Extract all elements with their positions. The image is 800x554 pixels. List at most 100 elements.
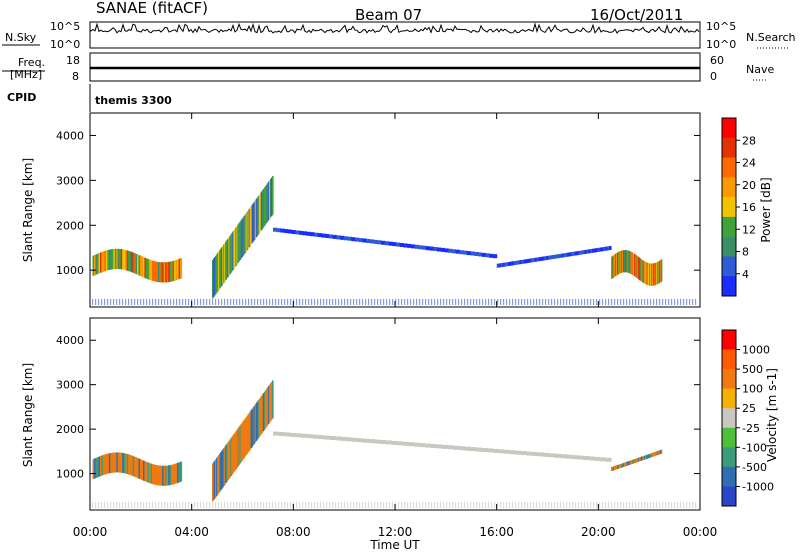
freq-tick-bottom: 8 xyxy=(72,70,79,83)
vel-plot-noise xyxy=(314,502,316,508)
vel-plot-noise xyxy=(674,502,676,508)
vel-plot-cell xyxy=(219,453,221,492)
vel-plot-noise xyxy=(362,502,364,508)
power-plot-noise xyxy=(653,299,655,305)
vel-plot-cell xyxy=(645,455,648,459)
power-plot-noise xyxy=(536,299,538,305)
power-plot-cell xyxy=(576,251,580,256)
power-plot-noise xyxy=(671,299,673,305)
power-plot-noise xyxy=(479,299,481,305)
vel-plot-noise xyxy=(335,502,337,508)
power-plot-cell xyxy=(262,188,265,228)
vel-plot-noise xyxy=(221,502,223,508)
vel-plot-noise xyxy=(476,502,478,508)
power-plot-cell xyxy=(433,247,438,251)
vel-plot-noise xyxy=(368,502,370,508)
power-plot-cell xyxy=(611,256,614,279)
colorbar-tick: -100 xyxy=(742,441,767,454)
power-plot-cell xyxy=(230,234,232,273)
vel-plot-cell xyxy=(175,463,178,484)
power-plot-cell xyxy=(172,260,175,281)
power-plot-noise xyxy=(311,299,313,305)
power-plot-cell xyxy=(628,251,631,274)
power-plot-noise xyxy=(323,299,325,305)
vel-plot-noise xyxy=(428,502,430,508)
nsky-tick-bottom: 10^0 xyxy=(50,38,80,51)
power-plot-noise xyxy=(389,299,391,305)
power-plot-cell xyxy=(621,250,623,273)
power-plot-cell xyxy=(163,262,166,283)
nsearch-tick-top: 10^5 xyxy=(706,20,736,33)
vel-plot-cell xyxy=(143,460,146,481)
vel-plot-noise xyxy=(443,502,445,508)
power-plot-noise xyxy=(266,299,268,305)
vel-plot-noise xyxy=(374,502,376,508)
power-plot-cell xyxy=(229,235,231,275)
vel-plot-cell xyxy=(218,455,220,493)
vel-plot-cell xyxy=(622,463,625,467)
vel-plot-noise xyxy=(677,502,679,508)
power-plot-cell xyxy=(451,249,457,254)
power-plot-cell xyxy=(157,262,160,283)
vel-plot-cell xyxy=(97,457,100,478)
vel-plot-noise xyxy=(560,502,562,508)
vel-plot-cell xyxy=(582,456,590,460)
power-plot-noise xyxy=(425,299,427,305)
vel-plot-cell xyxy=(245,417,248,455)
vel-plot-noise xyxy=(338,502,340,508)
vel-plot-noise xyxy=(284,502,286,508)
vel-plot-noise xyxy=(212,502,214,508)
power-plot-cell xyxy=(605,246,608,251)
power-plot-cell xyxy=(641,259,643,282)
x-tick-label: 04:00 xyxy=(174,525,209,539)
power-plot-noise xyxy=(332,299,334,305)
vel-plot-cell xyxy=(634,458,637,463)
vel-plot-noise xyxy=(665,502,667,508)
vel-plot-cell xyxy=(272,380,274,419)
power-plot-noise xyxy=(212,299,214,305)
vel-plot-cell xyxy=(447,445,454,450)
power-plot-noise xyxy=(221,299,223,305)
power-plot-cell xyxy=(643,260,645,284)
vel-plot-noise xyxy=(587,502,589,508)
power-plot-noise xyxy=(599,299,601,305)
vel-plot-noise xyxy=(317,502,319,508)
power-plot-cell xyxy=(244,214,247,253)
vel-plot-noise xyxy=(680,502,682,508)
vel-plot-noise xyxy=(242,502,244,508)
power-plot-cell xyxy=(216,254,218,293)
power-plot-cell xyxy=(392,242,397,247)
vel-plot-cell xyxy=(169,465,172,485)
vel-plot-cell xyxy=(640,456,643,461)
vel-plot-cell xyxy=(526,451,533,456)
power-plot-cell xyxy=(650,263,652,286)
vel-plot-noise xyxy=(209,502,211,508)
vel-plot-noise xyxy=(227,502,229,508)
power-plot-noise xyxy=(299,299,301,305)
power-plot-noise xyxy=(569,299,571,305)
freq-unit: [MHz] xyxy=(10,68,42,81)
vel-plot-noise xyxy=(101,502,103,508)
power-plot-noise xyxy=(656,299,658,305)
power-plot-cell xyxy=(263,187,266,226)
vel-plot-noise xyxy=(545,502,547,508)
power-plot-cell xyxy=(639,258,642,281)
power-plot-noise xyxy=(239,299,241,305)
vel-plot-cell xyxy=(94,458,97,479)
vel-plot-cell xyxy=(271,381,273,420)
vel-plot-noise xyxy=(305,502,307,508)
vel-plot-cell xyxy=(261,394,264,433)
power-plot-cell xyxy=(343,236,349,241)
vel-plot-cell xyxy=(225,445,227,484)
power-plot-cell xyxy=(111,249,114,270)
power-plot-cell xyxy=(523,259,526,264)
power-plot-noise xyxy=(314,299,316,305)
power-plot-cell xyxy=(646,262,648,285)
vel-plot-noise xyxy=(431,502,433,508)
vel-plot-cell xyxy=(119,452,122,473)
power-plot-cell xyxy=(221,247,223,286)
power-plot-cell xyxy=(251,204,254,243)
vel-plot-cell xyxy=(323,435,330,440)
vel-plot-cell xyxy=(657,450,659,455)
vel-plot-noise xyxy=(557,502,559,508)
